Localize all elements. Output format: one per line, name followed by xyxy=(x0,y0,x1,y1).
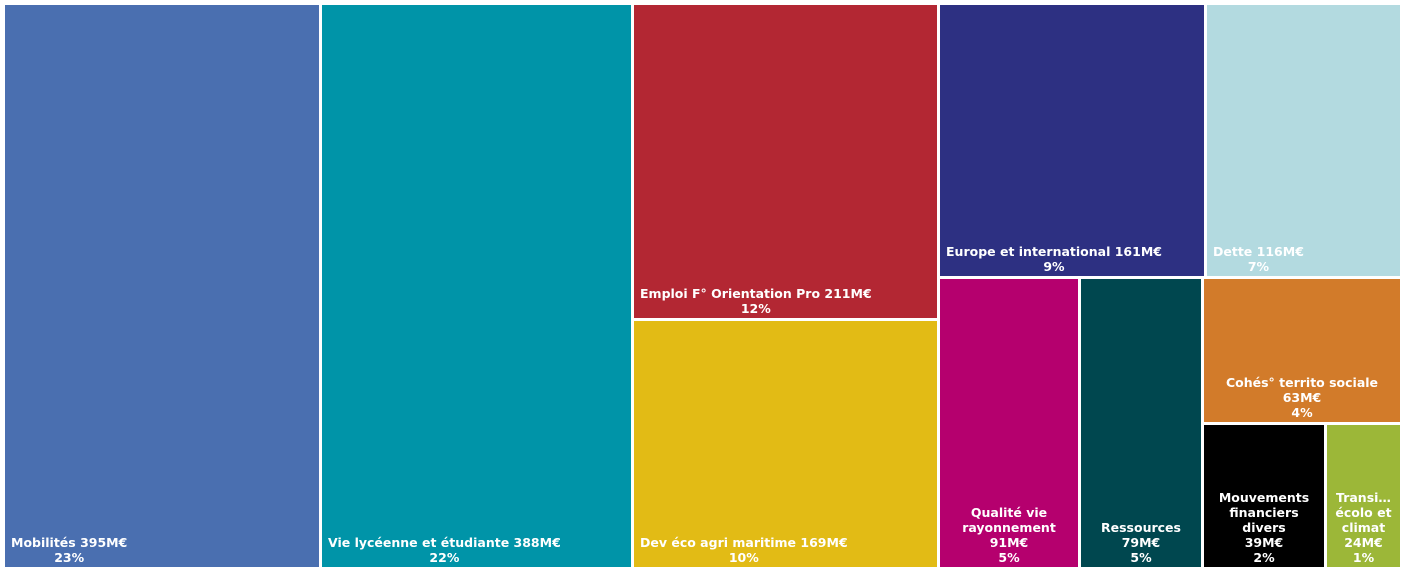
tile: Dev éco agri maritime 169M€ 10% xyxy=(634,321,937,567)
tile: Qualité vie rayonnement 91M€ 5% xyxy=(940,279,1078,567)
value-label: 116M€ xyxy=(1256,244,1304,259)
category-label: Dev éco agri maritime xyxy=(640,535,797,550)
share-label: 1% xyxy=(1352,550,1375,565)
tile-label: Qualité vie rayonnement 91M€ 5% xyxy=(940,505,1078,567)
value-label: 63M€ xyxy=(1282,390,1322,405)
tile-label: Dev éco agri maritime 169M€ 10% xyxy=(634,535,854,567)
category-label: Ressources xyxy=(1101,520,1181,535)
share-label: 9% xyxy=(1043,259,1065,274)
share-label: 5% xyxy=(998,550,1020,565)
tile: Cohés° territo sociale 63M€ 4% xyxy=(1204,279,1400,422)
tile: Mobilités 395M€ 23% xyxy=(5,5,319,567)
category-label: Qualité vie rayonnement xyxy=(962,505,1056,535)
share-label: 10% xyxy=(728,550,759,565)
category-label: Europe et international xyxy=(946,244,1111,259)
share-label: 23% xyxy=(54,550,85,565)
tile: Dette 116M€ 7% xyxy=(1207,5,1400,276)
tile-label: Europe et international 161M€ 9% xyxy=(940,244,1168,276)
tile-label: Dette 116M€ 7% xyxy=(1207,244,1310,276)
value-label: 169M€ xyxy=(800,535,848,550)
tile: Transi… écolo et climat 24M€ 1% xyxy=(1327,425,1400,567)
tile-label: Ressources 79M€ 5% xyxy=(1095,520,1187,567)
value-label: 388M€ xyxy=(513,535,561,550)
category-label: Mouvements financiers divers xyxy=(1218,490,1310,535)
tile-label: Transi… écolo et climat 24M€ 1% xyxy=(1327,490,1400,567)
share-label: 5% xyxy=(1130,550,1152,565)
tile-label: Emploi F° Orientation Pro 211M€ 12% xyxy=(634,286,878,318)
category-label: Cohés° territo sociale xyxy=(1225,375,1379,390)
value-label: 39M€ xyxy=(1244,535,1284,550)
value-label: 211M€ xyxy=(824,286,872,301)
value-label: 24M€ xyxy=(1344,535,1383,550)
tile: Ressources 79M€ 5% xyxy=(1081,279,1201,567)
category-label: Emploi F° Orientation Pro xyxy=(640,286,821,301)
share-label: 7% xyxy=(1247,259,1270,274)
category-label: Dette xyxy=(1213,244,1253,259)
share-label: 2% xyxy=(1253,550,1275,565)
tile: Emploi F° Orientation Pro 211M€ 12% xyxy=(634,5,937,318)
tile-label: Mobilités 395M€ 23% xyxy=(5,535,133,567)
tile-label: Vie lycéenne et étudiante 388M€ 22% xyxy=(322,535,567,567)
value-label: 79M€ xyxy=(1121,535,1161,550)
value-label: 161M€ xyxy=(1114,244,1162,259)
tile: Vie lycéenne et étudiante 388M€ 22% xyxy=(322,5,631,567)
tile-label: Mouvements financiers divers 39M€ 2% xyxy=(1204,490,1324,567)
tile-label: Cohés° territo sociale 63M€ 4% xyxy=(1204,375,1400,422)
category-label: Transi… écolo et climat xyxy=(1335,490,1392,535)
category-label: Vie lycéenne et étudiante xyxy=(328,535,510,550)
value-label: 91M€ xyxy=(989,535,1029,550)
value-label: 395M€ xyxy=(80,535,128,550)
tile: Europe et international 161M€ 9% xyxy=(940,5,1204,276)
share-label: 22% xyxy=(429,550,460,565)
share-label: 12% xyxy=(740,301,771,316)
share-label: 4% xyxy=(1291,405,1313,420)
category-label: Mobilités xyxy=(11,535,76,550)
tile: Mouvements financiers divers 39M€ 2% xyxy=(1204,425,1324,567)
